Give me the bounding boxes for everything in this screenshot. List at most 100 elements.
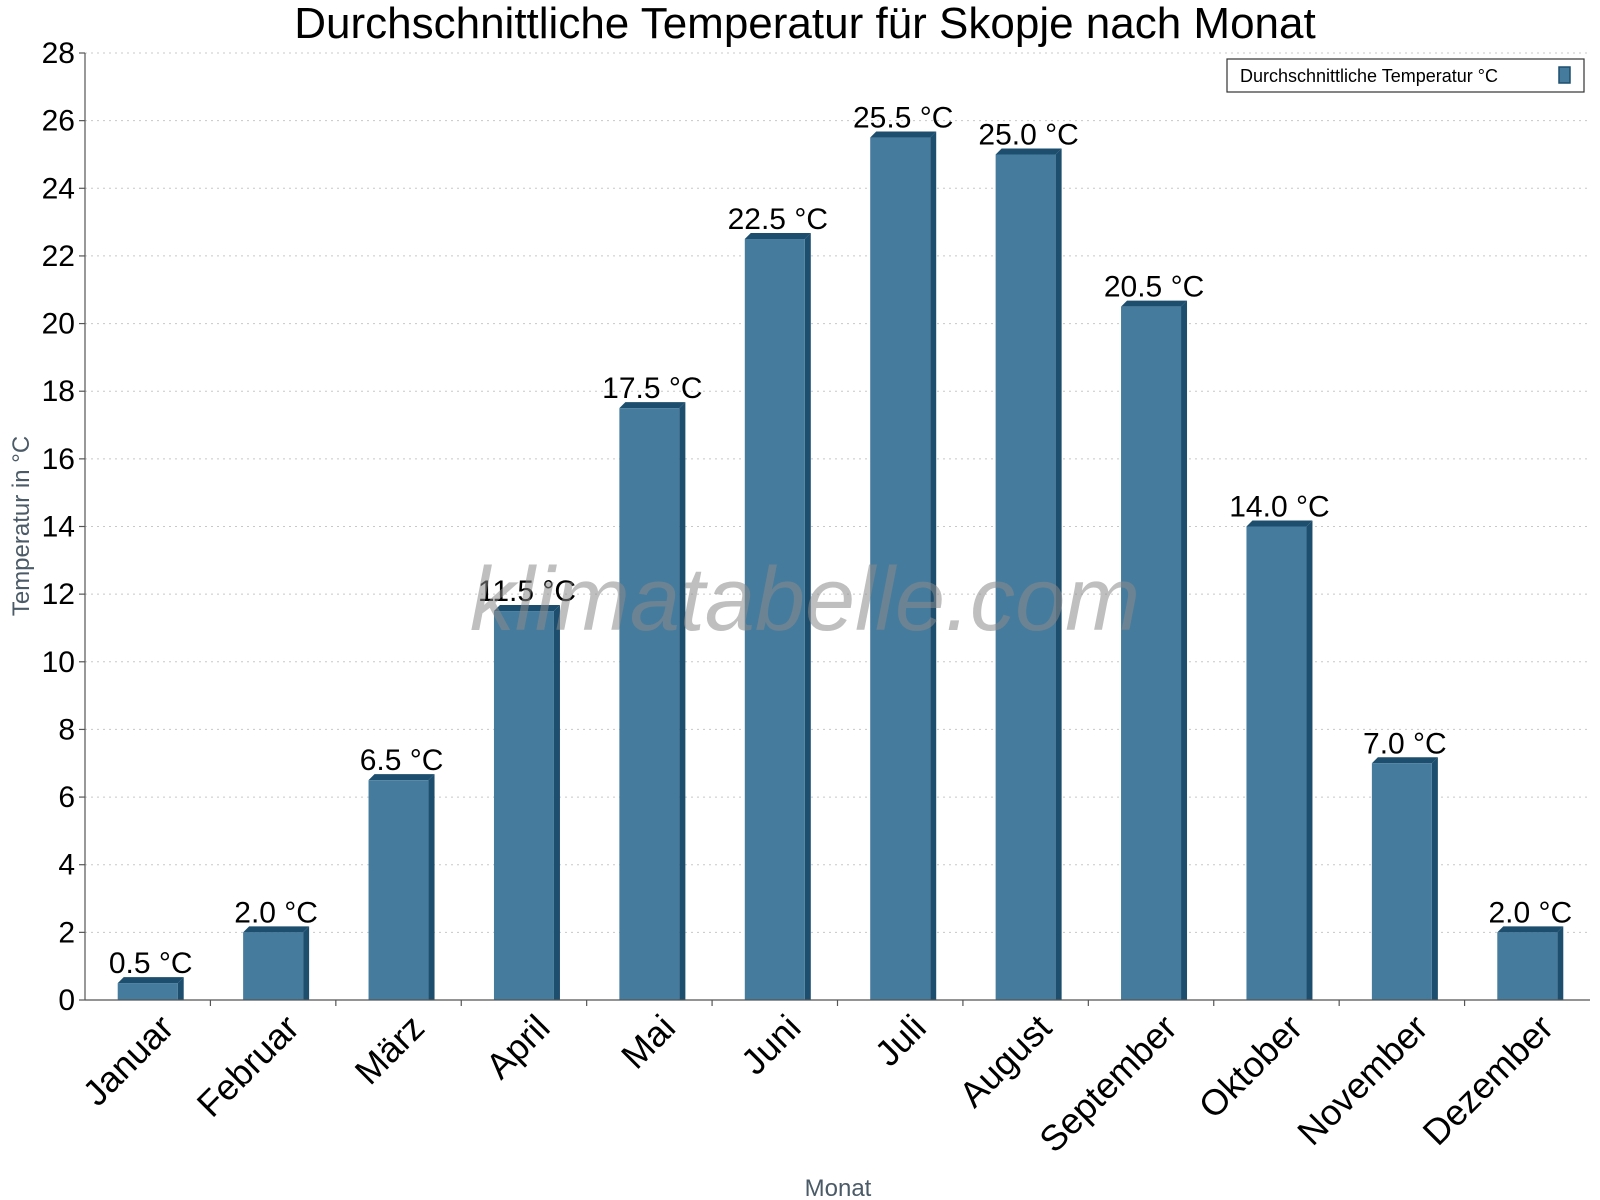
bar-front bbox=[744, 239, 805, 1001]
x-tick-label-Oktober: Oktober bbox=[1191, 1007, 1311, 1127]
bar-label-Januar: 0.5 °C bbox=[109, 947, 193, 980]
bar-label-April: 11.5 °C bbox=[478, 575, 576, 608]
y-tick-label: 0 bbox=[58, 984, 75, 1017]
bar-top bbox=[243, 926, 310, 933]
bar-top bbox=[1246, 520, 1313, 527]
bar-side bbox=[428, 774, 435, 1000]
bar-top bbox=[1121, 300, 1188, 307]
bar-front bbox=[870, 137, 931, 1000]
bar-top bbox=[744, 233, 811, 240]
x-tick-label-Dezember: Dezember bbox=[1415, 1007, 1561, 1153]
bar-front bbox=[493, 611, 554, 1000]
bar-front bbox=[619, 408, 680, 1000]
y-axis-title: Temperatur in °C bbox=[8, 436, 35, 616]
bar-label-September: 20.5 °C bbox=[1104, 271, 1204, 304]
legend-label: Durchschnittliche Temperatur °C bbox=[1240, 66, 1498, 86]
bar-Dezember bbox=[1497, 926, 1564, 1000]
bar-side bbox=[1557, 926, 1564, 1000]
bar-side bbox=[553, 605, 560, 1000]
bar-value-labels: 0.5 °C 2.0 °C 6.5 °C 11.5 °C 17.5 °C 22.5 °C 2… bbox=[109, 102, 1572, 981]
bar-front bbox=[117, 983, 178, 1000]
bar-top bbox=[995, 148, 1062, 155]
bar-Oktober bbox=[1246, 520, 1313, 1000]
y-tick-label: 8 bbox=[58, 713, 75, 746]
bar-front bbox=[1121, 306, 1182, 1000]
y-tick-label: 16 bbox=[42, 443, 75, 476]
x-axis-title: Monat bbox=[805, 1175, 872, 1200]
x-tick-label-Januar: Januar bbox=[75, 1007, 182, 1114]
bar-side bbox=[1431, 757, 1438, 1000]
y-tick-label: 12 bbox=[42, 578, 75, 611]
x-tick-labels: Januar Februar März April Mai Juni Juli AugustS… bbox=[75, 1007, 1561, 1161]
bar-side bbox=[930, 131, 937, 1000]
y-tick-label: 20 bbox=[42, 308, 75, 341]
x-tick-label-September: September bbox=[1031, 1007, 1185, 1161]
bar-top bbox=[117, 977, 184, 984]
bar-side bbox=[303, 926, 310, 1000]
bar-front bbox=[995, 154, 1056, 1000]
x-tick-label-März: März bbox=[347, 1007, 433, 1093]
bar-front bbox=[243, 932, 304, 1000]
bar-September bbox=[1121, 300, 1188, 1000]
bar-top bbox=[493, 605, 560, 612]
legend-swatch bbox=[1558, 66, 1571, 84]
bar-label-Mai: 17.5 °C bbox=[602, 372, 702, 405]
bar-Februar bbox=[243, 926, 310, 1000]
bar-April bbox=[493, 605, 560, 1000]
bar-front bbox=[1371, 763, 1432, 1000]
x-tick-label-Februar: Februar bbox=[189, 1007, 307, 1125]
y-tick-label: 18 bbox=[42, 375, 75, 408]
bar-top bbox=[870, 131, 937, 138]
x-tick-label-April: April bbox=[478, 1007, 558, 1087]
y-tick-label: 4 bbox=[58, 849, 75, 882]
x-tick-label-November: November bbox=[1289, 1007, 1435, 1153]
bar-top bbox=[368, 774, 435, 781]
bar-Juni bbox=[744, 233, 811, 1001]
x-tick-label-Juni: Juni bbox=[733, 1007, 809, 1083]
y-tick-label: 26 bbox=[42, 105, 75, 138]
bar-side bbox=[1181, 300, 1188, 1000]
bar-front bbox=[1497, 932, 1558, 1000]
bar-Mai bbox=[619, 402, 686, 1000]
bar-front bbox=[1246, 526, 1307, 1000]
bar-November bbox=[1371, 757, 1438, 1000]
bar-label-November: 7.0 °C bbox=[1363, 727, 1447, 760]
bar-side bbox=[1055, 148, 1062, 1000]
bar-label-August: 25.0 °C bbox=[978, 118, 1078, 151]
watermark: klimatabelle.com bbox=[470, 550, 1140, 650]
bar-Januar bbox=[117, 977, 184, 1000]
bar-side bbox=[177, 977, 184, 1000]
x-tick-label-Mai: Mai bbox=[613, 1007, 683, 1077]
bar-Juli bbox=[870, 131, 937, 1000]
bar-label-Dezember: 2.0 °C bbox=[1488, 896, 1572, 929]
y-tick-label: 2 bbox=[58, 916, 75, 949]
bar-label-Oktober: 14.0 °C bbox=[1229, 491, 1329, 524]
bar-label-März: 6.5 °C bbox=[360, 744, 444, 777]
legend-box bbox=[1226, 58, 1585, 93]
x-tick-label-Juli: Juli bbox=[867, 1007, 934, 1074]
bar-top bbox=[619, 402, 686, 409]
y-tick-label: 22 bbox=[42, 240, 75, 273]
bar-label-Juni: 22.5 °C bbox=[728, 203, 828, 236]
bar-side bbox=[679, 402, 686, 1000]
bars bbox=[117, 131, 1564, 1001]
y-tick-label: 6 bbox=[58, 781, 75, 814]
axes bbox=[79, 52, 1590, 1006]
y-tick-label: 14 bbox=[42, 511, 75, 544]
bar-label-Februar: 2.0 °C bbox=[234, 896, 318, 929]
bar-label-Juli: 25.5 °C bbox=[853, 102, 953, 135]
bar-August bbox=[995, 148, 1062, 1000]
bar-März bbox=[368, 774, 435, 1000]
bar-front bbox=[368, 780, 429, 1000]
bar-top bbox=[1497, 926, 1564, 933]
y-tick-label: 28 bbox=[42, 37, 75, 70]
gridlines bbox=[85, 52, 1590, 933]
bar-top bbox=[1371, 757, 1438, 764]
x-tick-label-August: August bbox=[951, 1007, 1059, 1115]
bar-side bbox=[1306, 520, 1313, 1000]
y-tick-label: 24 bbox=[42, 172, 75, 205]
bar-side bbox=[804, 233, 811, 1001]
y-tick-label: 10 bbox=[42, 646, 75, 679]
